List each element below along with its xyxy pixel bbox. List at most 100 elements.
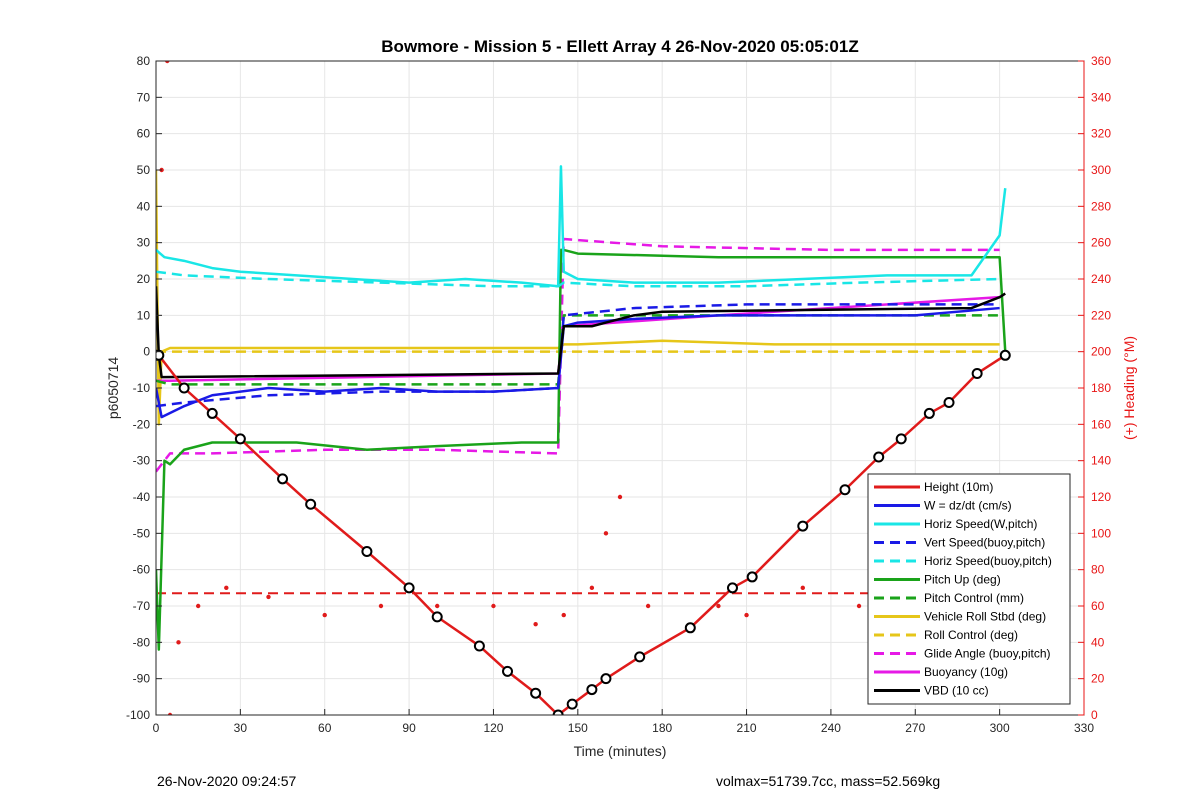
heading-point — [176, 640, 181, 645]
heading-point — [533, 621, 538, 627]
legend-entry: Height (10m) — [924, 480, 993, 494]
footer-volmax-mass: volmax=51739.7cc, mass=52.569kg — [716, 773, 941, 789]
y-tick-label: -20 — [133, 417, 151, 431]
y-tick-label: 50 — [137, 163, 151, 177]
y-tick-label: 30 — [137, 236, 151, 250]
height-marker — [234, 433, 246, 445]
height-marker — [178, 382, 190, 394]
height-marker — [473, 640, 485, 652]
y-tick-label: -10 — [133, 381, 151, 395]
x-tick-label: 180 — [652, 721, 672, 735]
heading-point — [716, 603, 721, 609]
y2-tick-label: 60 — [1091, 599, 1105, 613]
heading-point — [561, 612, 566, 618]
x-tick-label: 120 — [483, 721, 503, 735]
height-marker — [746, 571, 758, 583]
legend-entry: Horiz Speed(buoy,pitch) — [924, 554, 1052, 568]
y2-tick-label: 360 — [1091, 54, 1111, 68]
plot-area — [156, 61, 1011, 715]
y2-tick-label: 200 — [1091, 345, 1111, 359]
height-marker — [305, 498, 317, 510]
y-tick-label: 80 — [137, 54, 151, 68]
x-tick-label: 210 — [737, 721, 757, 735]
y-tick-label: -30 — [133, 454, 151, 468]
legend-entry: VBD (10 cc) — [924, 684, 989, 698]
heading-point — [645, 603, 651, 609]
y-tick-label: 60 — [137, 127, 151, 141]
x-tick-label: 330 — [1074, 721, 1094, 735]
height-marker — [156, 349, 165, 361]
series-line-9 — [156, 237, 1000, 473]
heading-point — [266, 594, 271, 600]
x-tick-label: 300 — [990, 721, 1010, 735]
height-marker — [684, 622, 696, 634]
height-marker — [566, 698, 578, 710]
y2-tick-label: 160 — [1091, 417, 1111, 431]
height-marker — [943, 397, 955, 409]
y2-tick-label: 280 — [1091, 199, 1111, 213]
y2-tick-label: 300 — [1091, 163, 1111, 177]
x-tick-label: 30 — [234, 721, 248, 735]
height-marker — [431, 611, 443, 623]
x-tick-label: 60 — [318, 721, 332, 735]
y2-tick-label: 220 — [1091, 308, 1111, 322]
legend-entry: Pitch Control (mm) — [924, 591, 1024, 605]
height-marker — [361, 546, 373, 557]
height-marker — [839, 484, 851, 496]
height-marker — [552, 709, 564, 715]
y2-tick-label: 100 — [1091, 526, 1111, 540]
y-tick-label: -90 — [133, 672, 151, 686]
legend-entry: Pitch Up (deg) — [924, 573, 1001, 587]
height-marker — [873, 451, 885, 463]
heading-point — [589, 585, 595, 591]
y-tick-label: -60 — [133, 563, 151, 577]
legend-entry: W = dz/dt (cm/s) — [924, 499, 1012, 513]
legend-entry: Glide Angle (buoy,pitch) — [924, 647, 1051, 661]
y-tick-label: -80 — [133, 635, 151, 649]
series-line-1 — [156, 306, 1000, 419]
x-tick-label: 0 — [153, 721, 160, 735]
footer-timestamp: 26-Nov-2020 09:24:57 — [157, 773, 297, 789]
series-line-11 — [156, 286, 1006, 379]
y-tick-label: -40 — [133, 490, 151, 504]
y2-tick-label: 240 — [1091, 272, 1111, 286]
heading-point — [165, 61, 170, 64]
heading-point — [603, 531, 609, 536]
height-marker — [600, 673, 612, 685]
y2-tick-label: 140 — [1091, 454, 1111, 468]
y-tick-label: -50 — [133, 526, 151, 540]
heading-point — [744, 612, 749, 618]
y-tick-label: 0 — [143, 345, 150, 359]
height-marker — [586, 684, 598, 696]
heading-point — [856, 603, 862, 609]
heading-point — [617, 494, 623, 500]
height-marker — [895, 433, 907, 445]
y2-tick-label: 260 — [1091, 236, 1111, 250]
height-marker — [277, 473, 289, 485]
y2-tick-label: 40 — [1091, 635, 1105, 649]
height-marker — [502, 665, 514, 677]
legend-entry: Vert Speed(buoy,pitch) — [924, 536, 1045, 550]
heading-point — [224, 585, 229, 591]
legend-entry: Vehicle Roll Stbd (deg) — [924, 610, 1046, 624]
height-marker — [403, 582, 415, 594]
legend-entry: Buoyancy (10g) — [924, 665, 1008, 679]
axes: 0 30 60 90 120 150 180 210 240 270 300 330-100-90-8… — [126, 54, 1111, 735]
y2-axis-label: (+) Heading (°M) — [1121, 336, 1137, 440]
x-axis-label: Time (minutes) — [574, 743, 667, 759]
y-tick-label: 10 — [137, 308, 151, 322]
series-line-7 — [156, 169, 1000, 426]
heading-point — [195, 603, 201, 609]
y2-tick-label: 320 — [1091, 127, 1111, 141]
heading-point — [491, 603, 496, 609]
series-line-5 — [156, 248, 1007, 651]
y-tick-label: -70 — [133, 599, 151, 613]
height-marker — [206, 407, 218, 419]
series-line-2 — [156, 165, 1007, 288]
chart-title: Bowmore - Mission 5 - Ellett Array 4 26-… — [381, 37, 858, 56]
height-marker — [530, 687, 542, 699]
height-marker — [797, 520, 809, 532]
x-tick-label: 270 — [905, 721, 925, 735]
y-tick-label: 70 — [137, 90, 151, 104]
y2-tick-label: 180 — [1091, 381, 1111, 395]
